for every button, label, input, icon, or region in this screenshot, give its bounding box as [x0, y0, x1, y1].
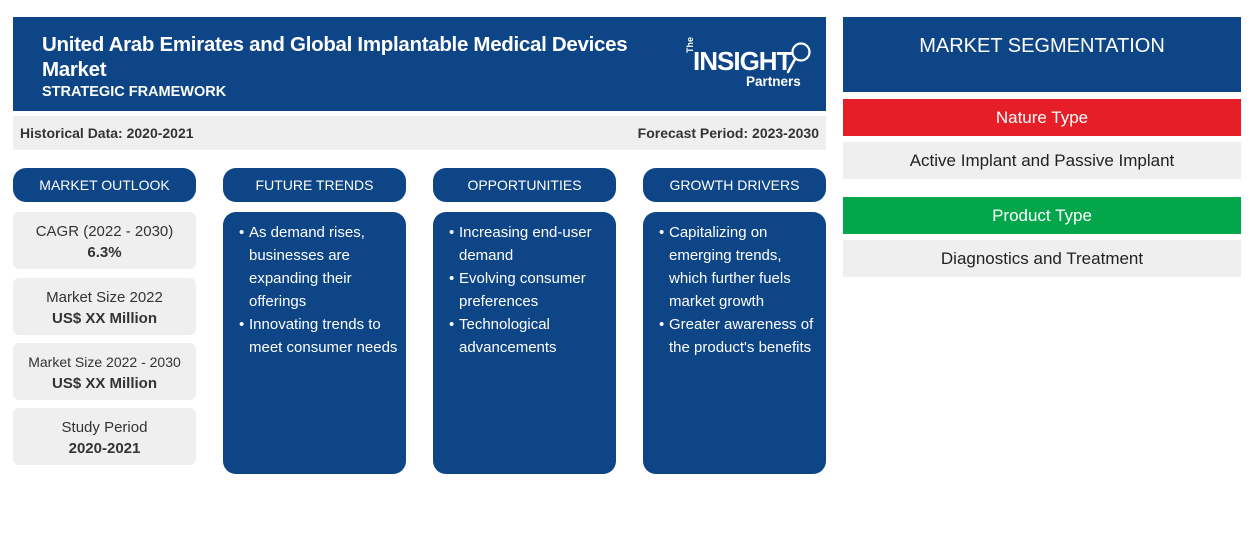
growth-drivers-card: Capitalizing on emerging trends, which f…	[643, 212, 826, 474]
period-bar: Historical Data: 2020-2021 Forecast Peri…	[13, 116, 826, 150]
list-item: Evolving consumer preferences	[449, 267, 610, 313]
stat-study-period: Study Period 2020-2021	[13, 408, 196, 465]
stat-value: US$ XX Million	[51, 310, 157, 327]
insight-partners-logo: The INSIGHT Partners	[673, 37, 813, 95]
forecast-period: Forecast Period: 2023-2030	[637, 125, 819, 141]
report-subtitle: STRATEGIC FRAMEWORK	[42, 84, 227, 100]
stat-market-size-range: Market Size 2022 - 2030 US$ XX Million	[13, 343, 196, 400]
list-item: Greater awareness of the product's benef…	[659, 313, 820, 359]
segment-type-nature: Nature Type	[843, 99, 1241, 136]
lightbulb-icon	[786, 42, 811, 74]
segment-type-product: Product Type	[843, 197, 1241, 234]
logo-partners: Partners	[746, 74, 801, 89]
logo-insight: INSIGHT	[693, 46, 792, 76]
list-item: Innovating trends to meet consumer needs	[239, 313, 400, 359]
stat-value: 6.3%	[87, 244, 122, 261]
list-item: As demand rises, businesses are expandin…	[239, 221, 400, 313]
stat-value: 2020-2021	[68, 440, 141, 457]
list-item: Increasing end-user demand	[449, 221, 610, 267]
report-header: United Arab Emirates and Global Implanta…	[13, 17, 826, 111]
stat-label: Study Period	[61, 419, 148, 436]
report-title: United Arab Emirates and Global Implanta…	[42, 33, 628, 81]
opportunities-card: Increasing end-user demand Evolving cons…	[433, 212, 616, 474]
opportunities-heading: OPPORTUNITIES	[433, 168, 616, 202]
segment-value-nature: Active Implant and Passive Implant	[843, 142, 1241, 179]
future-trends-card: As demand rises, businesses are expandin…	[223, 212, 406, 474]
stat-market-size-2022: Market Size 2022 US$ XX Million	[13, 278, 196, 335]
market-segmentation-heading: MARKET SEGMENTATION	[843, 17, 1241, 92]
stat-label: Market Size 2022 - 2030	[28, 354, 181, 370]
growth-drivers-heading: GROWTH DRIVERS	[643, 168, 826, 202]
stat-cagr: CAGR (2022 - 2030) 6.3%	[13, 212, 196, 269]
future-trends-heading: FUTURE TRENDS	[223, 168, 406, 202]
stat-value: US$ XX Million	[51, 375, 157, 392]
list-item: Technological advancements	[449, 313, 610, 359]
segment-value-product: Diagnostics and Treatment	[843, 240, 1241, 277]
market-outlook-heading: MARKET OUTLOOK	[13, 168, 196, 202]
historical-period: Historical Data: 2020-2021	[20, 125, 194, 141]
stat-label: CAGR (2022 - 2030)	[35, 223, 174, 240]
stat-label: Market Size 2022	[46, 289, 163, 306]
list-item: Capitalizing on emerging trends, which f…	[659, 221, 820, 313]
